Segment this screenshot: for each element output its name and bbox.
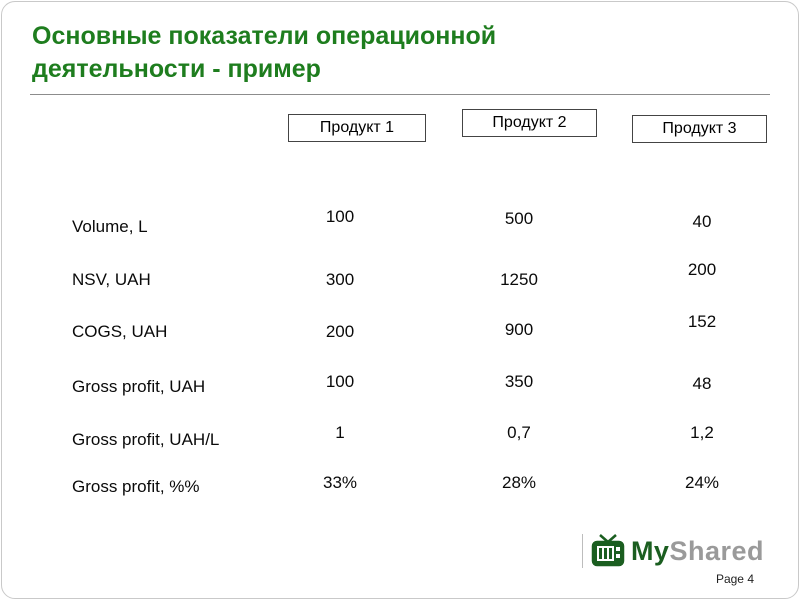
table-row: Volume, L 100 500 40 — [2, 207, 798, 236]
row-label: Volume, L — [72, 217, 148, 236]
product-3-header: Продукт 3 — [632, 115, 767, 143]
cell-value: 300 — [325, 270, 355, 289]
cell-value: 152 — [687, 312, 717, 331]
product-1-header: Продукт 1 — [288, 114, 426, 142]
row-label: Gross profit, %% — [72, 477, 200, 496]
cell-value: 28% — [501, 473, 537, 492]
cell-value: 1250 — [500, 270, 538, 289]
table-row: Gross profit, UAH 100 350 48 — [2, 372, 798, 398]
cell-value: 0,7 — [507, 423, 531, 442]
myshared-logo: MyShared — [581, 534, 764, 568]
table-row: COGS, UAH 200 900 152 — [2, 312, 798, 346]
cell-value: 350 — [504, 372, 534, 391]
row-label: Gross profit, UAH — [72, 377, 206, 396]
product-2-header: Продукт 2 — [462, 109, 597, 137]
cell-value: 100 — [325, 207, 355, 226]
page-number: Page 4 — [715, 572, 754, 586]
row-label: NSV, UAH — [72, 270, 151, 289]
row-label: Gross profit, UAH/L — [72, 430, 220, 449]
cell-value: 48 — [692, 374, 712, 393]
cell-value: 33% — [322, 473, 358, 492]
title-divider — [30, 94, 770, 95]
logo-text: MyShared — [631, 536, 764, 567]
table-row: Gross profit, %% 33% 28% 24% — [2, 473, 798, 498]
row-label: COGS, UAH — [72, 322, 168, 341]
cell-value: 1 — [335, 423, 345, 442]
cell-value: 900 — [504, 320, 534, 339]
logo-shared: Shared — [669, 535, 764, 566]
logo-my: My — [630, 535, 670, 566]
cell-value: 24% — [684, 473, 720, 492]
cell-value: 40 — [692, 212, 712, 231]
cell-value: 1,2 — [690, 423, 714, 442]
cell-value: 100 — [325, 372, 355, 391]
slide-title: Основные показатели операционной деятель… — [32, 22, 497, 83]
tv-icon — [591, 534, 625, 567]
cell-value: 200 — [687, 260, 717, 279]
table-row: NSV, UAH 300 1250 200 — [2, 260, 798, 294]
cell-value: 200 — [325, 322, 355, 341]
table-row: Gross profit, UAH/L 1 0,7 1,2 — [2, 423, 798, 449]
logo-divider — [581, 534, 583, 568]
cell-value: 500 — [504, 209, 534, 228]
